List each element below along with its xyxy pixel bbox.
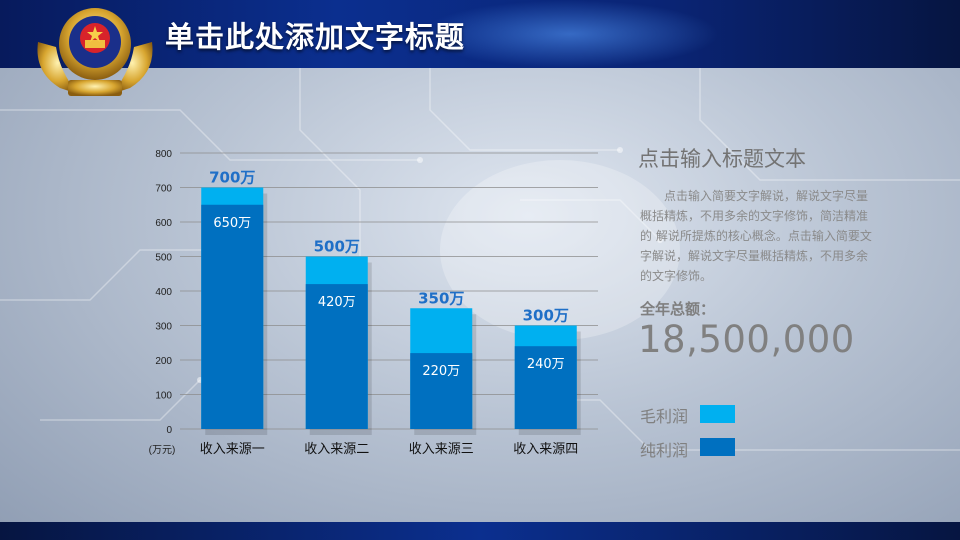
page-title: 单击此处添加文字标题 <box>165 20 466 54</box>
y-tick-label: 500 <box>155 253 172 264</box>
legend-net-swatch <box>700 438 735 456</box>
x-tick-label: 收入来源二 <box>304 442 369 457</box>
data-label-gross: 700万 <box>209 169 255 187</box>
data-label-gross: 300万 <box>523 307 569 325</box>
bar-net <box>514 346 577 429</box>
data-label-net: 650万 <box>213 216 251 231</box>
y-tick-label: 0 <box>166 425 172 436</box>
title-bar-glow <box>420 0 720 68</box>
bar-net <box>410 353 473 429</box>
sidebar-heading: 点击输入标题文本 <box>638 147 806 171</box>
x-tick-label: 收入来源三 <box>409 442 474 457</box>
y-tick-label: 400 <box>155 287 172 298</box>
data-label-gross: 500万 <box>314 238 360 256</box>
x-tick-label: 收入来源四 <box>513 442 578 457</box>
y-tick-label: 300 <box>155 322 172 333</box>
legend-net-label: 纯利润 <box>640 441 689 460</box>
data-label-net: 220万 <box>422 364 460 379</box>
y-tick-label: 100 <box>155 391 172 402</box>
data-label-gross: 350万 <box>418 289 464 307</box>
x-tick-label: 收入来源一 <box>200 442 265 457</box>
sidebar-description: 点击输入简要文字解说，解说文字尽量概括精炼，不用多余的文字修饰，简洁精准的 解说… <box>640 189 872 283</box>
y-tick-label: 700 <box>155 184 172 195</box>
data-label-net: 420万 <box>318 295 356 310</box>
legend-gross-label: 毛利润 <box>640 407 689 426</box>
police-emblem-icon <box>37 8 153 96</box>
bottom-bar <box>0 522 960 540</box>
total-value: 18,500,000 <box>638 318 855 361</box>
bar-net <box>201 204 264 429</box>
bar-net <box>305 284 368 429</box>
legend-gross-swatch <box>700 405 735 423</box>
y-unit-label: (万元) <box>149 445 176 456</box>
data-label-net: 240万 <box>527 357 565 372</box>
y-tick-label: 200 <box>155 356 172 367</box>
y-tick-label: 800 <box>155 149 172 160</box>
y-tick-label: 600 <box>155 218 172 229</box>
total-label: 全年总额： <box>640 300 716 318</box>
